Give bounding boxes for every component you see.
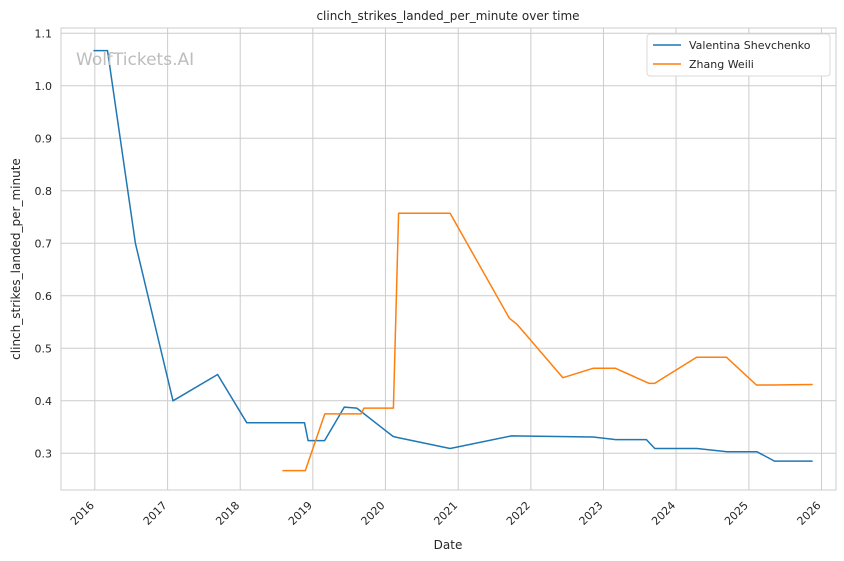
legend: Valentina Shevchenko Zhang Weili (646, 33, 831, 77)
y-tick-label: 0.7 (35, 237, 53, 250)
y-tick-label: 1.1 (35, 27, 53, 40)
legend-label-valentina: Valentina Shevchenko (689, 39, 811, 52)
y-tick-label: 0.8 (35, 185, 53, 198)
x-tick-label: 2026 (795, 499, 824, 528)
x-tick-label: 2021 (431, 499, 460, 528)
legend-box (646, 33, 831, 77)
series-layer (93, 49, 813, 472)
y-axis-label: clinch_strikes_landed_per_minute (9, 158, 23, 360)
y-tick-label: 0.3 (35, 447, 53, 460)
y-tick-label: 0.6 (35, 290, 53, 303)
series-line-zhang-weili (282, 212, 813, 472)
x-axis-ticks: 2016 2017 2018 2019 2020 2021 2022 2023 2024 2025… (68, 499, 824, 528)
x-tick-label: 2023 (577, 499, 606, 528)
plot-area-frame (60, 27, 837, 491)
x-axis-label: Date (434, 538, 463, 552)
watermark-text: WolfTickets.AI (76, 50, 194, 70)
grid-lines (61, 28, 836, 490)
x-tick-label: 2024 (649, 499, 678, 528)
series-line-valentina-shevchenko (93, 49, 813, 462)
chart-title: clinch_strikes_landed_per_minute over ti… (316, 9, 579, 23)
y-tick-label: 0.9 (35, 132, 53, 145)
y-tick-label: 1.0 (35, 80, 53, 93)
x-tick-label: 2019 (286, 499, 315, 528)
x-tick-label: 2025 (722, 499, 751, 528)
x-tick-label: 2022 (504, 499, 533, 528)
legend-label-zhang: Zhang Weili (689, 58, 754, 71)
y-tick-label: 0.5 (35, 342, 53, 355)
x-tick-label: 2020 (359, 499, 388, 528)
x-tick-label: 2017 (141, 499, 170, 528)
y-axis-ticks: 0.3 0.4 0.5 0.6 0.7 0.8 0.9 1.0 1.1 (35, 27, 53, 460)
x-tick-label: 2016 (68, 499, 97, 528)
y-tick-label: 0.4 (35, 395, 53, 408)
x-tick-label: 2018 (213, 499, 242, 528)
